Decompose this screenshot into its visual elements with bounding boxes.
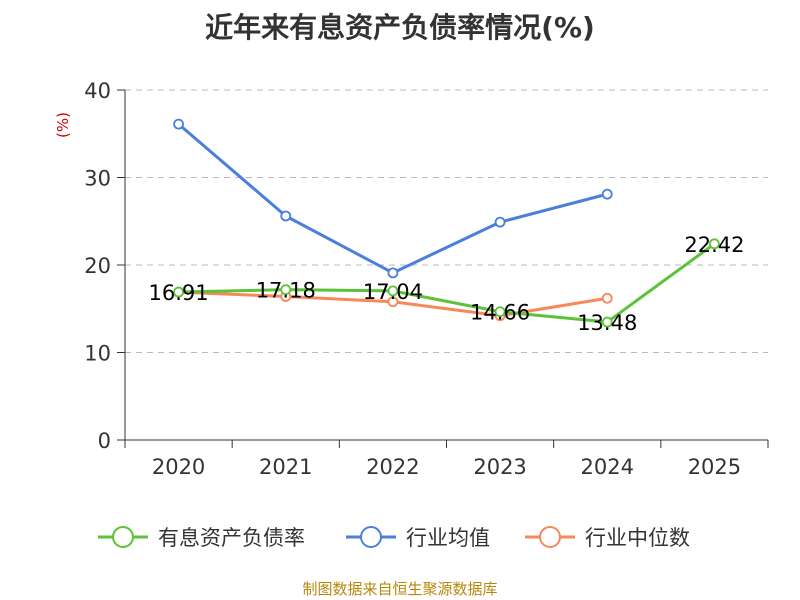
y-tick-label: 30 <box>84 167 111 191</box>
y-tick-label: 40 <box>84 79 111 103</box>
data-point <box>387 285 399 297</box>
legend-label: 有息资产负债率 <box>158 526 305 550</box>
data-point <box>709 238 720 250</box>
x-tick-label: 2022 <box>366 455 419 479</box>
data-label: 17.18 <box>256 279 316 303</box>
legend-label: 行业中位数 <box>585 526 690 550</box>
data-label: 22.42 <box>684 233 744 257</box>
source-note: 制图数据来自恒生聚源数据库 <box>302 580 498 598</box>
x-tick-label: 2020 <box>152 455 205 479</box>
x-tick-label: 2025 <box>688 455 741 479</box>
y-tick-label: 10 <box>84 342 111 366</box>
legend-marker <box>112 526 134 548</box>
x-tick-label: 2024 <box>581 455 634 479</box>
data-point <box>280 210 292 222</box>
data-point <box>280 284 292 296</box>
data-point <box>387 267 399 279</box>
x-tick-label: 2021 <box>259 455 312 479</box>
data-point <box>494 216 506 228</box>
data-point <box>601 188 613 200</box>
data-point <box>494 306 506 318</box>
data-label: 14.66 <box>470 301 530 325</box>
data-label: 13.48 <box>577 311 637 335</box>
y-axis-label: (%) <box>54 112 72 138</box>
data-point <box>601 316 613 328</box>
legend-marker <box>360 526 382 548</box>
y-tick-label: 20 <box>84 254 111 278</box>
data-point <box>601 292 613 304</box>
chart-title: 近年来有息资产负债率情况(%) <box>205 11 595 44</box>
series-line <box>178 242 716 324</box>
data-point <box>173 118 184 130</box>
data-label: 16.91 <box>149 281 209 305</box>
data-point <box>387 296 399 308</box>
legend-marker <box>539 526 561 548</box>
legend-label: 行业均值 <box>406 526 490 550</box>
y-tick-label: 0 <box>98 429 111 453</box>
data-label: 17.04 <box>363 280 423 304</box>
x-tick-label: 2023 <box>473 455 526 479</box>
data-point <box>173 286 184 298</box>
series-line <box>177 122 608 275</box>
